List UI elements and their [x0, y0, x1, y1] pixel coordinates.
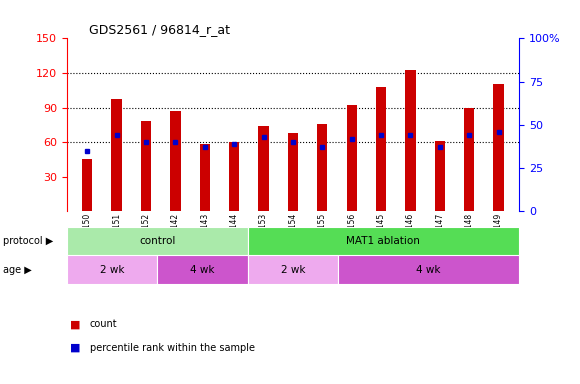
Bar	[229, 142, 240, 211]
Bar	[376, 87, 386, 211]
Bar	[141, 121, 151, 211]
Bar	[171, 111, 180, 211]
Text: GSM154151: GSM154151	[112, 212, 121, 258]
Bar	[67, 227, 248, 255]
Text: count: count	[90, 319, 118, 329]
Text: GSM154148: GSM154148	[465, 212, 474, 258]
Text: GSM154150: GSM154150	[83, 212, 92, 259]
Text: GSM154144: GSM154144	[230, 212, 238, 259]
Text: protocol ▶: protocol ▶	[3, 236, 53, 246]
Text: GSM154149: GSM154149	[494, 212, 503, 259]
Text: 4 wk: 4 wk	[190, 265, 215, 275]
Text: GSM154146: GSM154146	[406, 212, 415, 259]
Bar	[111, 99, 122, 211]
Bar	[434, 141, 445, 211]
Text: 4 wk: 4 wk	[416, 265, 441, 275]
Text: percentile rank within the sample: percentile rank within the sample	[90, 343, 255, 353]
Bar	[288, 133, 298, 211]
Text: 2 wk: 2 wk	[281, 265, 305, 275]
Text: MAT1 ablation: MAT1 ablation	[346, 236, 420, 246]
Text: GSM154142: GSM154142	[171, 212, 180, 258]
Text: GSM154145: GSM154145	[376, 212, 386, 259]
Text: ■: ■	[70, 343, 80, 353]
Text: GSM154156: GSM154156	[347, 212, 356, 259]
Bar	[338, 255, 519, 284]
Bar	[157, 255, 248, 284]
Bar	[82, 159, 92, 211]
Bar	[258, 126, 269, 211]
Bar	[200, 144, 210, 211]
Bar	[346, 105, 357, 211]
Bar	[317, 124, 328, 211]
Bar	[248, 255, 338, 284]
Text: ■: ■	[70, 319, 80, 329]
Text: GSM154155: GSM154155	[318, 212, 327, 259]
Text: age ▶: age ▶	[3, 265, 32, 275]
Text: control: control	[139, 236, 175, 246]
Bar	[67, 255, 157, 284]
Bar	[248, 227, 519, 255]
Bar	[494, 84, 503, 211]
Bar	[405, 70, 415, 211]
Text: GDS2561 / 96814_r_at: GDS2561 / 96814_r_at	[89, 23, 230, 36]
Bar	[464, 108, 474, 211]
Text: GSM154152: GSM154152	[142, 212, 151, 258]
Text: GSM154154: GSM154154	[288, 212, 298, 259]
Text: GSM154153: GSM154153	[259, 212, 268, 259]
Text: GSM154143: GSM154143	[200, 212, 209, 259]
Text: GSM154147: GSM154147	[435, 212, 444, 259]
Text: 2 wk: 2 wk	[100, 265, 124, 275]
